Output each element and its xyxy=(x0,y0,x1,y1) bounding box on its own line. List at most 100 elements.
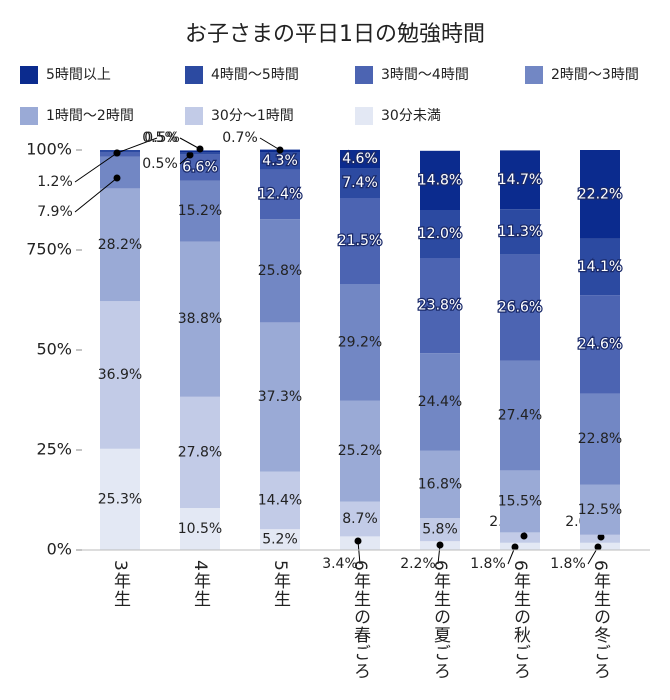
bar-segment xyxy=(260,529,300,550)
bar-segment xyxy=(260,219,300,323)
leader-line xyxy=(116,137,158,154)
bar-segment xyxy=(180,154,220,181)
bar-segment xyxy=(580,484,620,535)
y-tick-label: 100% xyxy=(26,140,72,159)
x-tick-label: 6年生の冬ごろ xyxy=(590,560,611,680)
bar-segment xyxy=(500,254,540,361)
value-label: 5.8% xyxy=(422,522,458,538)
bar-segment xyxy=(180,508,220,550)
leader-dot xyxy=(276,146,284,154)
bar-segment xyxy=(340,400,380,502)
leader-dot xyxy=(113,174,121,182)
value-label: 4.6% xyxy=(342,151,378,167)
bar-segment xyxy=(580,295,620,394)
value-label: 26.6% xyxy=(498,300,542,316)
value-label: 21.5% xyxy=(338,233,382,249)
value-label: 1.2% xyxy=(37,174,73,190)
bar-segment xyxy=(100,156,140,189)
value-label: 0.5% xyxy=(142,130,178,146)
value-label: 36.9% xyxy=(98,367,142,383)
bar-segment xyxy=(260,471,300,530)
leader-dot xyxy=(436,541,444,549)
leader-line xyxy=(74,152,118,183)
value-label: 12.4% xyxy=(258,186,302,202)
legend-label: 30分未満 xyxy=(381,108,441,124)
bar-segment xyxy=(340,198,380,284)
leader-dot xyxy=(113,149,121,157)
bar-segment xyxy=(180,396,220,508)
leader-line xyxy=(259,137,281,151)
legend-swatch xyxy=(20,66,38,84)
bar-segment xyxy=(500,542,540,550)
leader-dot xyxy=(354,537,362,545)
value-label: 4.3% xyxy=(262,153,298,169)
bar-segment xyxy=(500,150,540,210)
value-label: 8.7% xyxy=(342,511,378,527)
x-tick-label: 6年生の夏ごろ xyxy=(430,560,451,680)
value-label: 11.3% xyxy=(498,224,542,240)
bar-segment xyxy=(180,241,220,397)
legend-swatch xyxy=(185,107,203,125)
value-label: 24.4% xyxy=(418,394,462,410)
bar-segment xyxy=(340,150,380,169)
y-tick-label: 750% xyxy=(26,240,72,259)
leader-dot xyxy=(196,145,204,153)
leader-dot xyxy=(594,543,602,551)
bar-segment xyxy=(180,152,220,155)
x-tick-label: 6年生の春ごろ xyxy=(350,560,371,680)
legend-label: 2時間～3時間 xyxy=(551,67,639,83)
leader-dot xyxy=(511,543,519,551)
value-label: 27.4% xyxy=(498,408,542,424)
leader-dot xyxy=(597,533,605,541)
legend-label: 3時間～4時間 xyxy=(381,67,469,83)
value-label: 0.5% xyxy=(144,130,180,146)
value-label: 28.2% xyxy=(98,237,142,253)
leader-dot xyxy=(520,532,528,540)
value-label: 3.4% xyxy=(322,556,358,572)
leader-dot xyxy=(186,151,194,159)
legend-label: 30分～1時間 xyxy=(211,108,294,124)
leader-line xyxy=(179,137,201,150)
value-label: 0.5% xyxy=(142,156,178,172)
bar-segment xyxy=(420,450,460,518)
value-label: 14.7% xyxy=(498,172,542,188)
bar-segment xyxy=(340,284,380,401)
bar-segment xyxy=(100,301,140,449)
chart-title: お子さまの平日1日の勉強時間 xyxy=(185,22,485,47)
x-tick-label: 4年生 xyxy=(190,560,211,608)
value-label: 24.6% xyxy=(578,336,622,352)
value-label: 14.4% xyxy=(258,492,302,508)
value-label: 14.8% xyxy=(418,172,462,188)
legend-swatch xyxy=(20,107,38,125)
bar-segment xyxy=(500,209,540,255)
value-label: 15.2% xyxy=(178,203,222,219)
value-label: 1.8% xyxy=(550,556,586,572)
legend-label: 1時間～2時間 xyxy=(46,108,134,124)
y-tick-label: 0% xyxy=(47,540,72,559)
leader-line xyxy=(74,177,118,213)
bar-segment xyxy=(100,150,140,152)
bar-segment xyxy=(340,168,380,198)
value-label: 22.2% xyxy=(578,186,622,202)
bar-segment xyxy=(420,518,460,542)
bar-segment xyxy=(340,501,380,537)
value-label: 23.8% xyxy=(418,298,462,314)
value-label: 2.2% xyxy=(400,556,436,572)
value-label: 10.5% xyxy=(178,521,222,537)
bar-segment xyxy=(180,180,220,242)
y-tick-label: 50% xyxy=(36,340,72,359)
leader-line xyxy=(357,540,361,565)
bar-segment xyxy=(500,470,540,533)
bar-segment xyxy=(580,393,620,485)
y-tick-label: 25% xyxy=(36,440,72,459)
legend-label: 5時間以上 xyxy=(46,67,111,83)
bar-segment xyxy=(260,169,300,220)
value-label: 38.8% xyxy=(178,311,222,327)
legend-swatch xyxy=(355,107,373,125)
value-label: 12.5% xyxy=(578,502,622,518)
bar-segment xyxy=(420,150,460,210)
value-label: 16.8% xyxy=(418,476,462,492)
value-label: 37.3% xyxy=(258,389,302,405)
